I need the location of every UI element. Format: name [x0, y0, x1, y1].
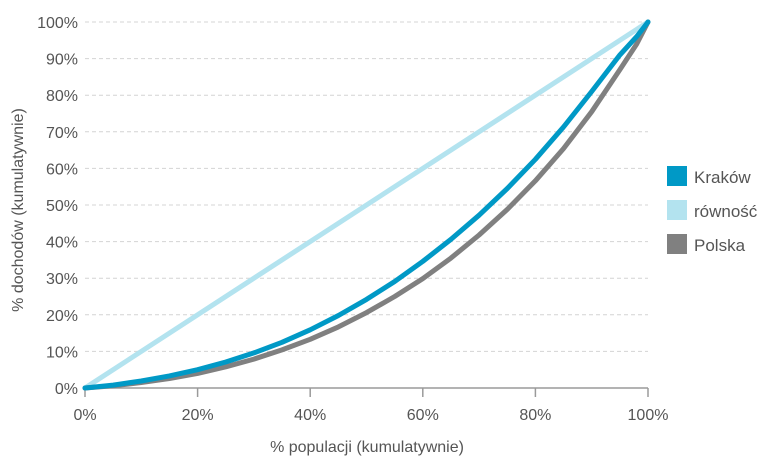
legend: Kraków równość Polska — [667, 166, 758, 255]
x-tick-label: 0% — [73, 407, 96, 424]
y-tick-label: 90% — [46, 52, 78, 69]
legend-label-krakow: Kraków — [694, 168, 751, 187]
y-tick-label: 20% — [46, 308, 78, 325]
legend-swatch-krakow — [667, 166, 687, 186]
x-tick-label: 80% — [519, 407, 551, 424]
legend-label-polska: Polska — [694, 236, 746, 255]
x-tick-label: 100% — [628, 407, 669, 424]
x-tick-label: 60% — [407, 407, 439, 424]
y-tick-label: 30% — [46, 271, 78, 288]
series-line-krakow — [82, 19, 651, 391]
y-tick-label: 100% — [37, 15, 78, 32]
series-line-polska — [82, 19, 651, 391]
x-tick-label: 20% — [182, 407, 214, 424]
y-tick-label: 70% — [46, 125, 78, 142]
y-tick-label: 10% — [46, 344, 78, 361]
series-line-rownosc — [82, 19, 651, 391]
y-tick-label: 80% — [46, 88, 78, 105]
y-axis-label: % dochodów (kumulatywnie) — [10, 108, 27, 312]
y-tick-label: 40% — [46, 235, 78, 252]
x-tick-label: 40% — [294, 407, 326, 424]
legend-label-rownosc: równość — [694, 202, 758, 221]
series-layer — [82, 19, 651, 391]
legend-swatch-polska — [667, 234, 687, 254]
y-axis-ticks: 0% 10% 20% 30% 40% 50% 60% 70% 80% 90% 100% — [37, 15, 78, 398]
y-tick-label: 60% — [46, 161, 78, 178]
y-tick-label: 50% — [46, 198, 78, 215]
x-axis: 0% 20% 40% 60% 80% 100% — [73, 387, 669, 424]
y-tick-label: 0% — [55, 381, 78, 398]
legend-swatch-rownosc — [667, 200, 687, 220]
x-axis-label: % populacji (kumulatywnie) — [270, 439, 464, 456]
